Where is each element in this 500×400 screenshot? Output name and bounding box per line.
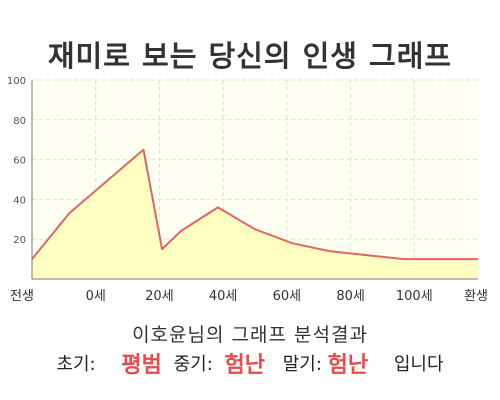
chart-title: 재미로 보는 당신의 인생 그래프 [47,39,453,73]
life-graph-chart: 20 40 60 80 100 전생 0세 20세 40세 60세 80세 100세 환생 [7,76,488,304]
x-tick-label: 20세 [145,289,174,304]
y-tick-label: 100 [7,76,26,87]
x-tick-label: 80세 [336,289,365,304]
y-tick-label: 60 [13,156,26,167]
y-tick-label: 20 [13,235,26,246]
analysis-result: 초기: 평범 중기: 험난 말기: 험난 입니다 [0,347,500,381]
x-tick-label: 0세 [86,289,106,304]
mid-value: 험난 [224,353,265,378]
early-value: 평범 [121,353,162,378]
analysis-subtitle: 이호윤님의 그래프 분석결과 [132,324,368,346]
y-tick-label: 40 [13,195,26,206]
result-suffix: 입니다 [393,354,444,375]
x-tick-label: 40세 [209,289,238,304]
area-fill [32,149,478,279]
x-tick-label: 100세 [396,289,433,304]
series-line [31,148,478,261]
x-tick-label: 환생 [464,289,488,304]
late-label: 말기: [282,354,322,375]
x-tick-label: 전생 [10,289,34,304]
y-tick-label: 80 [13,116,26,127]
late-value: 험난 [327,353,369,378]
mid-label: 중기: [173,354,213,375]
x-tick-label: 60세 [273,289,302,304]
early-label: 초기: [56,354,96,375]
